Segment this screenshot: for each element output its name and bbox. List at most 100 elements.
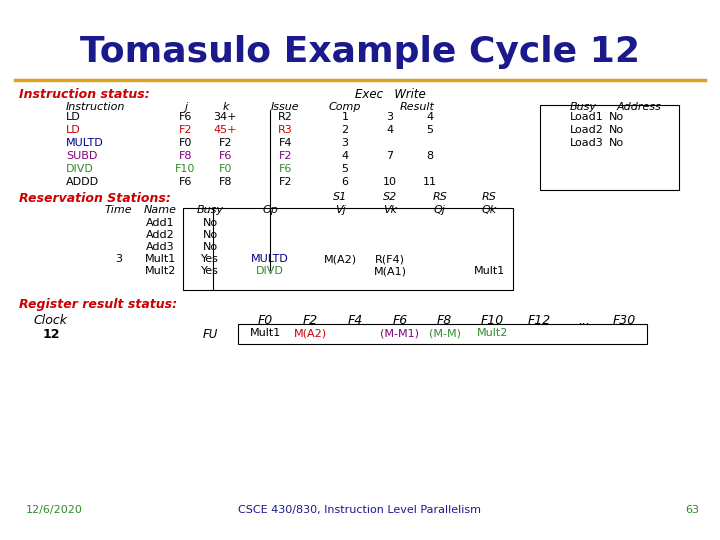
Text: (M-M1): (M-M1) — [380, 328, 419, 338]
Text: No: No — [609, 125, 624, 135]
Text: 4: 4 — [341, 151, 348, 161]
Text: 3: 3 — [341, 138, 348, 148]
Text: No: No — [609, 138, 624, 148]
Text: Issue: Issue — [271, 102, 300, 112]
Text: Qj: Qj — [434, 205, 446, 215]
Text: F0: F0 — [179, 138, 192, 148]
Text: Mult2: Mult2 — [145, 266, 176, 276]
Text: R2: R2 — [278, 112, 292, 122]
Text: ADDD: ADDD — [66, 177, 99, 187]
Text: F2: F2 — [279, 177, 292, 187]
Text: F10: F10 — [481, 314, 504, 327]
Text: No: No — [609, 112, 624, 122]
Text: Exec   Write: Exec Write — [355, 88, 426, 101]
Bar — [184, 208, 513, 290]
Text: 8: 8 — [426, 151, 433, 161]
Text: Busy: Busy — [197, 205, 224, 215]
Text: F0: F0 — [219, 164, 232, 174]
Text: F30: F30 — [613, 314, 636, 327]
Text: 1: 1 — [341, 112, 348, 122]
Text: Instruction: Instruction — [66, 102, 125, 112]
Text: (M-M): (M-M) — [429, 328, 461, 338]
Text: 4: 4 — [426, 112, 433, 122]
Text: 2: 2 — [341, 125, 348, 135]
Text: k: k — [222, 102, 229, 112]
Text: DIVD: DIVD — [256, 266, 284, 276]
Text: 12: 12 — [42, 328, 60, 341]
Text: 5: 5 — [426, 125, 433, 135]
Text: MULTD: MULTD — [66, 138, 104, 148]
Bar — [539, 105, 679, 190]
Text: Mult1: Mult1 — [474, 266, 505, 276]
Text: LD: LD — [66, 125, 81, 135]
Text: Add3: Add3 — [146, 242, 175, 252]
Text: F6: F6 — [279, 164, 292, 174]
Text: 6: 6 — [341, 177, 348, 187]
Text: 63: 63 — [685, 505, 699, 515]
Text: F4: F4 — [279, 138, 292, 148]
Text: No: No — [203, 230, 218, 240]
Text: 3: 3 — [387, 112, 393, 122]
Text: Yes: Yes — [202, 254, 220, 264]
Text: 10: 10 — [383, 177, 397, 187]
Text: Add2: Add2 — [146, 230, 175, 240]
Text: Load2: Load2 — [570, 125, 603, 135]
Text: Load3: Load3 — [570, 138, 603, 148]
Text: 45+: 45+ — [214, 125, 237, 135]
Text: Result: Result — [400, 102, 435, 112]
Text: FU: FU — [203, 328, 218, 341]
Text: Address: Address — [616, 102, 661, 112]
Text: Comp: Comp — [329, 102, 361, 112]
Text: F2: F2 — [302, 314, 318, 327]
Text: F12: F12 — [528, 314, 551, 327]
Text: 7: 7 — [387, 151, 393, 161]
Text: Clock: Clock — [34, 314, 68, 327]
Text: Load1: Load1 — [570, 112, 603, 122]
Text: Add1: Add1 — [146, 218, 175, 228]
Text: Reservation Stations:: Reservation Stations: — [19, 192, 171, 205]
Text: No: No — [203, 242, 218, 252]
Text: DIVD: DIVD — [66, 164, 94, 174]
Text: 34+: 34+ — [214, 112, 237, 122]
Text: Tomasulo Example Cycle 12: Tomasulo Example Cycle 12 — [80, 35, 640, 69]
Text: Name: Name — [144, 205, 177, 215]
Text: Qk: Qk — [482, 205, 498, 215]
Text: R3: R3 — [278, 125, 292, 135]
Text: ...: ... — [578, 314, 590, 327]
Text: MULTD: MULTD — [251, 254, 289, 264]
Text: Mult2: Mult2 — [477, 328, 508, 338]
Text: Time: Time — [105, 205, 132, 215]
Text: Yes: Yes — [202, 266, 220, 276]
Text: RS: RS — [432, 192, 447, 202]
Text: Mult1: Mult1 — [145, 254, 176, 264]
Text: 12/6/2020: 12/6/2020 — [26, 505, 83, 515]
Text: M(A2): M(A2) — [294, 328, 327, 338]
Text: F8: F8 — [219, 177, 232, 187]
Text: F6: F6 — [179, 177, 192, 187]
Text: F8: F8 — [437, 314, 452, 327]
Text: Vj: Vj — [335, 205, 346, 215]
Bar — [238, 324, 647, 344]
Text: M(A1): M(A1) — [374, 266, 406, 276]
Text: F0: F0 — [258, 314, 273, 327]
Text: M(A2): M(A2) — [323, 254, 356, 264]
Text: Mult1: Mult1 — [250, 328, 281, 338]
Text: No: No — [203, 218, 218, 228]
Text: F8: F8 — [179, 151, 192, 161]
Text: R(F4): R(F4) — [375, 254, 405, 264]
Text: RS: RS — [482, 192, 497, 202]
Text: F6: F6 — [392, 314, 408, 327]
Text: j: j — [184, 102, 187, 112]
Text: F6: F6 — [219, 151, 232, 161]
Text: 3: 3 — [115, 254, 122, 264]
Text: F10: F10 — [175, 164, 196, 174]
Text: S1: S1 — [333, 192, 347, 202]
Text: 5: 5 — [341, 164, 348, 174]
Text: Vk: Vk — [383, 205, 397, 215]
Text: F2: F2 — [279, 151, 292, 161]
Text: F2: F2 — [219, 138, 232, 148]
Text: Op: Op — [262, 205, 278, 215]
Text: F2: F2 — [179, 125, 192, 135]
Text: S2: S2 — [383, 192, 397, 202]
Text: Register result status:: Register result status: — [19, 298, 177, 311]
